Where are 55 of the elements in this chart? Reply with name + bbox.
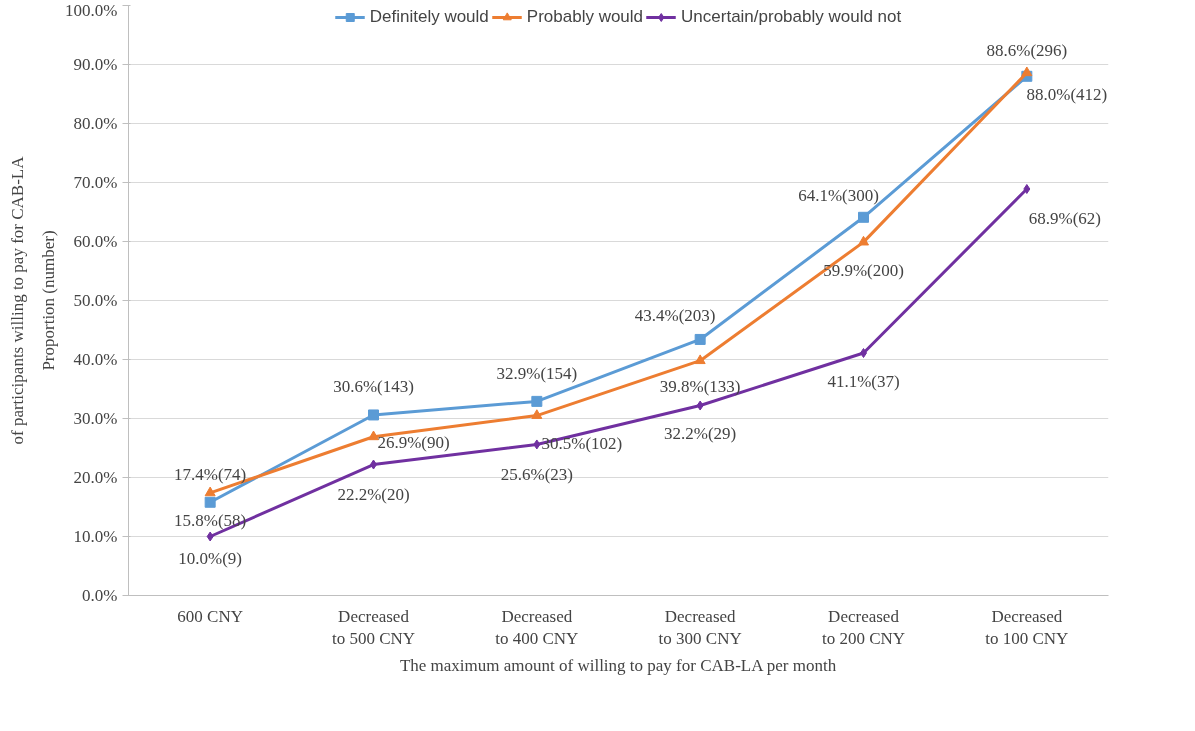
point xyxy=(1021,66,1033,77)
y-tick-label: 0.0% xyxy=(82,586,118,605)
y-tick-label: 100.0% xyxy=(65,0,118,20)
x-tick-label: Decreased to 200 CNY xyxy=(821,606,906,649)
point xyxy=(533,439,541,450)
data-label: 64.1%(300) xyxy=(798,185,879,205)
y-tick-label: 50.0% xyxy=(73,291,118,310)
legend-label: Probably would xyxy=(526,7,644,27)
data-label: 59.9%(200) xyxy=(823,260,904,280)
data-label: 32.2%(29) xyxy=(664,424,737,444)
y-tick-label: 30.0% xyxy=(73,409,118,428)
x-tick-label: Decreased to 400 CNY xyxy=(495,606,579,649)
data-label: 39.8%(133) xyxy=(659,377,741,397)
y-tick-label: 60.0% xyxy=(73,232,118,251)
point xyxy=(368,409,379,421)
x-tick-label: Decreased to 300 CNY xyxy=(658,606,742,649)
data-label: 25.6%(23) xyxy=(500,464,573,484)
data-label: 88.0%(412) xyxy=(1026,84,1108,104)
y-tick-label: 20.0% xyxy=(73,468,118,487)
point xyxy=(531,409,543,419)
point xyxy=(204,486,216,497)
y-tick-label: 90.0% xyxy=(73,55,118,74)
point xyxy=(694,354,706,365)
point xyxy=(368,430,379,441)
legend-label: Definitely would xyxy=(369,7,489,27)
point xyxy=(1023,183,1031,194)
y-tick-label: 80.0% xyxy=(73,114,118,133)
x-tick-label: Decreased to 500 CNY xyxy=(331,606,416,649)
data-label: 68.9%(62) xyxy=(1028,209,1101,229)
data-label: 17.4%(74) xyxy=(174,465,247,485)
point xyxy=(696,400,704,411)
data-label: 15.8%(58) xyxy=(174,510,247,530)
data-label: 30.6%(143) xyxy=(333,377,414,397)
y-tick-label: 40.0% xyxy=(73,350,118,369)
data-label: 30.5%(102) xyxy=(541,434,623,454)
point xyxy=(204,496,216,508)
data-label: 10.0%(9) xyxy=(178,549,243,568)
point xyxy=(694,333,706,345)
x-tick-label: 600 CNY xyxy=(177,606,243,626)
point xyxy=(858,211,869,223)
y-axis-title: Proportion (number) of participants willing to pay for CAB-LA xyxy=(7,155,58,445)
point xyxy=(206,531,214,542)
data-label: 43.4%(203) xyxy=(634,305,716,325)
x-tick-label: Decreased to 100 CNY xyxy=(985,606,1069,649)
point xyxy=(531,395,543,407)
data-label: 22.2%(20) xyxy=(337,485,410,505)
point xyxy=(858,235,869,246)
data-label: 32.9%(154) xyxy=(496,363,578,383)
data-label: 41.1%(37) xyxy=(827,371,900,391)
data-label: 26.9%(90) xyxy=(377,433,450,453)
y-tick-label: 10.0% xyxy=(73,527,118,546)
data-label: 88.6%(296) xyxy=(986,41,1068,61)
x-axis-title: The maximum amount of willing to pay for CAB-LA per month xyxy=(399,656,837,676)
legend-label: Uncertain/probably would not xyxy=(681,7,902,27)
y-tick-label: 70.0% xyxy=(73,173,118,192)
